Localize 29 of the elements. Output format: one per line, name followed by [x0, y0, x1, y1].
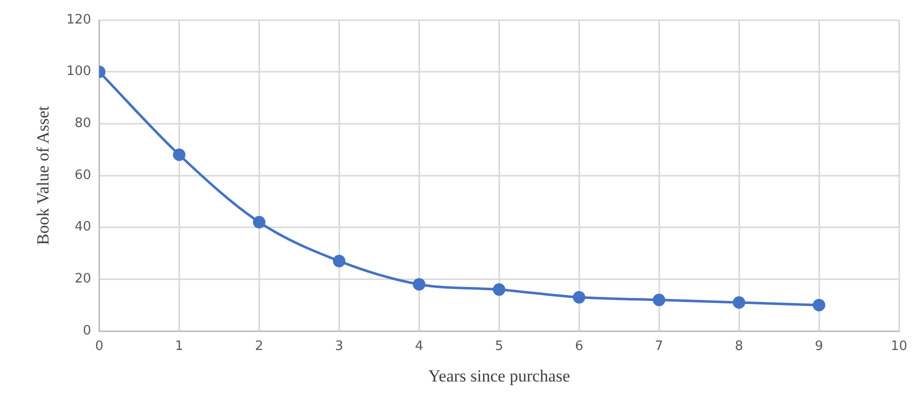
y-tick-label: 120: [66, 12, 92, 28]
x-tick-label: 0: [95, 339, 104, 354]
point: [492, 283, 506, 296]
y-tick-label: 100: [66, 64, 92, 80]
point: [812, 298, 826, 312]
x-tick-label: 8: [734, 339, 744, 354]
point: [652, 294, 666, 306]
point: [172, 148, 186, 162]
x-axis-title: Years since purchase: [428, 366, 570, 386]
x-tick-label: 4: [414, 339, 424, 354]
point: [572, 291, 586, 304]
x-tick-label: 7: [654, 339, 664, 354]
y-tick-label: 0: [82, 323, 92, 338]
x-tick-label: 5: [494, 339, 504, 354]
point: [412, 278, 426, 291]
x-tick-label: 9: [814, 339, 824, 354]
point: [332, 254, 346, 268]
y-tick-label: 80: [74, 116, 92, 132]
y-axis-title: Book Value of Asset: [34, 106, 53, 245]
y-tick-label: 20: [74, 272, 92, 287]
x-tick-label: 2: [255, 339, 264, 354]
y-tick-label: 60: [74, 168, 92, 183]
point: [252, 216, 266, 228]
y-tick-label: 40: [74, 220, 92, 235]
x-tick-label: 1: [175, 339, 184, 354]
x-tick-label: 6: [574, 339, 584, 354]
point: [732, 296, 746, 309]
x-tick-label: 10: [890, 339, 908, 354]
x-tick-label: 3: [335, 339, 344, 354]
